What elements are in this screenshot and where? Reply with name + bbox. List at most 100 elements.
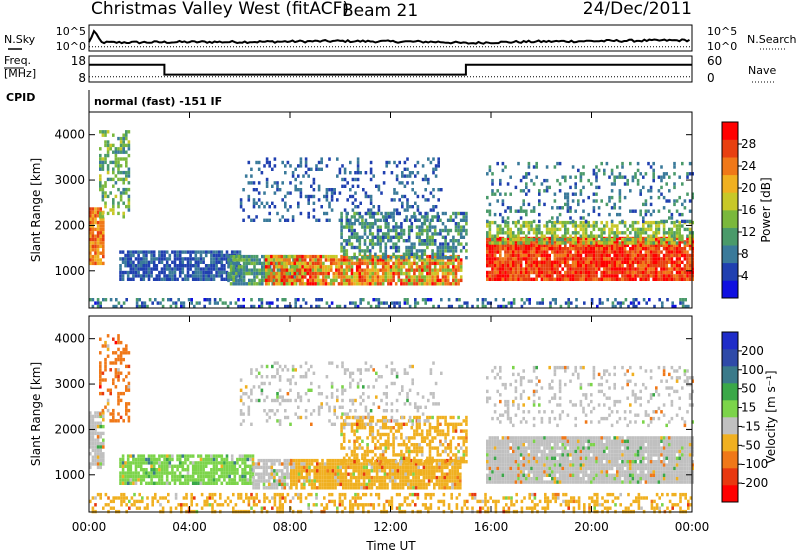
heat-cell <box>264 254 268 259</box>
heat-cell <box>292 458 296 463</box>
heat-cell <box>545 185 549 190</box>
heat-cell <box>545 277 549 281</box>
heat-cell <box>439 228 442 233</box>
heat-cell <box>465 256 468 260</box>
heat-cell <box>217 253 221 258</box>
heat-cell <box>418 258 421 262</box>
heat-cell <box>450 304 453 309</box>
heat-cell <box>194 260 198 264</box>
heat-cell <box>233 474 237 479</box>
heat-cell <box>431 261 434 266</box>
heat-cell <box>595 264 598 268</box>
heat-cell <box>376 256 380 260</box>
heat-cell <box>152 253 156 258</box>
heat-cell <box>301 268 304 272</box>
heat-cell <box>384 211 388 216</box>
heat-cell <box>407 268 411 272</box>
heat-cell <box>387 261 390 266</box>
heat-cell <box>165 457 169 462</box>
heat-cell <box>642 264 645 268</box>
heat-cell <box>384 271 388 276</box>
heat-cell <box>407 258 411 262</box>
heat-cell <box>177 298 180 302</box>
heat-cell <box>426 218 429 222</box>
heat-cell <box>668 209 671 213</box>
heat-cell <box>355 211 359 216</box>
velocity-heatmap <box>89 334 694 514</box>
heat-cell <box>304 171 308 175</box>
heat-cell <box>517 243 520 247</box>
heat-cell <box>250 268 254 272</box>
heat-cell <box>595 257 598 261</box>
heat-cell <box>184 478 187 482</box>
heat-cell <box>519 241 523 245</box>
heat-cell <box>522 175 525 179</box>
heat-cell <box>120 304 123 309</box>
heat-cell <box>670 231 674 235</box>
heat-cell <box>96 421 100 425</box>
heat-cell <box>381 275 385 279</box>
heat-cell <box>127 419 131 423</box>
heat-cell <box>225 257 229 261</box>
nave-ytick-top: 60 <box>707 54 722 68</box>
heat-cell <box>343 208 347 212</box>
heat-cell <box>553 220 557 225</box>
heat-cell <box>261 261 264 266</box>
heat-cell <box>329 475 332 480</box>
heat-cell <box>190 298 193 302</box>
heat-cell <box>99 435 102 439</box>
heat-cell <box>237 254 241 259</box>
heat-cell <box>109 361 112 365</box>
heat-cell <box>215 264 218 268</box>
heat-cell <box>514 250 518 254</box>
heat-cell <box>119 136 123 141</box>
heat-cell <box>419 211 422 216</box>
heat-cell <box>657 240 661 244</box>
heat-cell <box>514 234 518 238</box>
heat-cell <box>275 479 279 483</box>
heat-cell <box>345 215 349 219</box>
heat-cell <box>280 268 284 272</box>
heat-cell <box>303 261 307 266</box>
heat-cell <box>121 274 125 278</box>
heat-cell <box>570 301 573 305</box>
heat-cell <box>268 218 271 222</box>
heat-cell <box>678 257 681 261</box>
heat-cell <box>454 239 458 243</box>
heat-cell <box>301 265 304 269</box>
heat-cell <box>525 220 528 225</box>
heat-cell <box>509 277 512 281</box>
heat-cell <box>160 471 164 475</box>
heat-cell <box>629 301 633 305</box>
heat-cell <box>99 455 102 459</box>
heat-cell <box>240 254 243 259</box>
heat-cell <box>257 465 261 470</box>
heat-cell <box>530 267 533 271</box>
heat-cell <box>558 227 562 232</box>
heat-cell <box>639 260 642 264</box>
heat-cell <box>428 265 432 269</box>
heat-cell <box>224 301 227 305</box>
heat-cell <box>673 247 676 251</box>
heat-cell <box>301 261 304 266</box>
heat-cell <box>543 202 546 207</box>
heat-cell <box>561 206 564 210</box>
heat-cell <box>217 461 221 465</box>
heat-cell <box>323 482 327 487</box>
heat-cell <box>313 472 316 476</box>
heat-cell <box>126 250 130 254</box>
heat-cell <box>403 298 407 302</box>
heat-cell <box>337 282 341 286</box>
heat-cell <box>592 192 596 196</box>
heat-cell <box>165 277 169 281</box>
heat-cell <box>342 462 345 466</box>
heat-cell <box>250 282 254 286</box>
heat-cell <box>660 257 663 261</box>
heat-cell <box>413 258 416 262</box>
heat-cell <box>212 274 216 278</box>
heat-cell <box>579 240 583 244</box>
heat-cell <box>558 270 562 275</box>
heat-cell <box>670 260 674 264</box>
heat-cell <box>657 260 661 264</box>
heat-cell <box>117 347 120 352</box>
